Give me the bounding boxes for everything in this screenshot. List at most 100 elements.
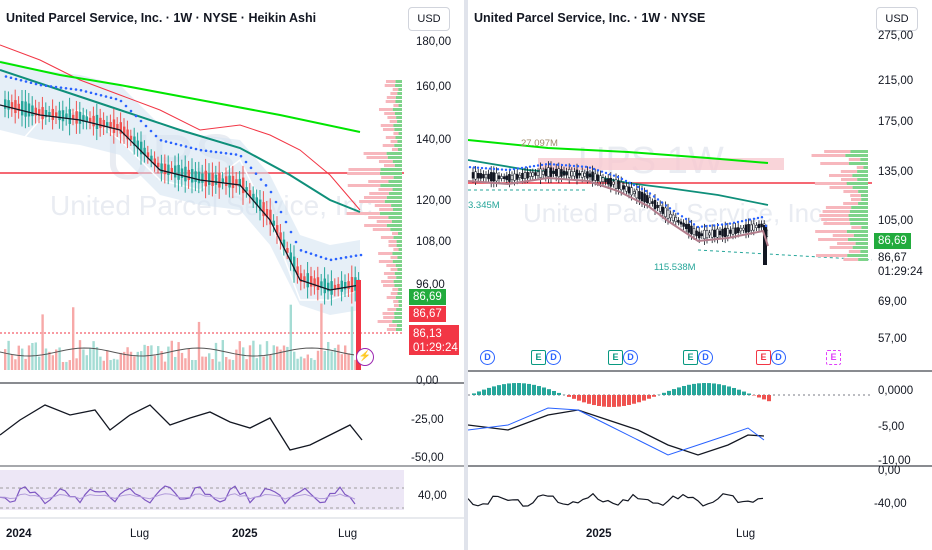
earnings-event-icon[interactable]: E <box>756 350 771 365</box>
volume-profile-bar <box>393 124 402 127</box>
price-ma-line <box>468 176 769 247</box>
heikin-ashi-candle <box>296 266 299 276</box>
volume-profile-bar <box>393 304 399 307</box>
volume-profile-bar <box>368 216 389 219</box>
histogram-bar <box>732 387 736 395</box>
volume-profile-bar <box>384 112 395 115</box>
dividend-event-icon[interactable]: D <box>546 350 561 365</box>
volume-bar <box>146 345 150 370</box>
trend-dot <box>736 220 740 224</box>
right-last-price: 86,67 <box>878 252 907 264</box>
candle <box>690 225 693 235</box>
upcoming-earnings-icon[interactable]: E <box>826 350 841 365</box>
trend-dot <box>728 222 732 225</box>
heikin-ashi-candle <box>123 126 126 136</box>
volume-bar <box>160 351 163 370</box>
volume-profile-bar <box>378 252 393 255</box>
candle <box>508 174 511 182</box>
candle <box>547 167 550 177</box>
heikin-ashi-candle <box>31 105 34 117</box>
price-ma-line <box>0 104 361 291</box>
volume-profile-bar <box>395 84 402 87</box>
volume-bar <box>313 359 316 370</box>
earnings-event-icon[interactable]: E <box>683 350 698 365</box>
trend-dot <box>564 164 568 167</box>
volume-bar <box>191 359 194 370</box>
volume-profile-bar <box>392 320 402 323</box>
heikin-ashi-candle <box>316 277 320 290</box>
heikin-ashi-candle <box>99 117 102 128</box>
earnings-event-icon[interactable]: E <box>608 350 623 365</box>
earnings-event-icon[interactable]: E <box>531 350 546 365</box>
trend-dot <box>249 166 253 170</box>
dividend-event-icon[interactable]: D <box>623 350 638 365</box>
volume-profile-bar <box>388 192 402 195</box>
dividend-event-icon[interactable]: D <box>771 350 786 365</box>
volume-profile-bar <box>822 210 850 213</box>
volume-profile-bar <box>848 162 868 165</box>
volume-bar <box>72 307 75 370</box>
right-osc2-tick: 0,00 <box>878 465 901 477</box>
trend-dot <box>620 177 624 181</box>
volume-profile-bar <box>386 328 396 331</box>
dividend-event-icon[interactable]: D <box>480 350 495 365</box>
trend-dot <box>69 87 73 91</box>
candle <box>622 185 626 190</box>
heikin-ashi-candle <box>34 107 37 116</box>
volume-profile-bar <box>820 162 849 165</box>
volume-profile-bar <box>390 228 402 231</box>
trend-dot <box>14 77 18 81</box>
heikin-ashi-candle <box>48 111 51 117</box>
candle <box>731 227 735 235</box>
candle <box>562 170 566 176</box>
trend-dot <box>114 97 118 101</box>
right-chart-panel[interactable]: UPS 1W United Parcel Service, Inc. Unite… <box>468 0 932 550</box>
candle <box>573 171 576 177</box>
trend-dot <box>214 150 218 154</box>
candle <box>695 230 698 237</box>
volume-bar <box>116 359 119 370</box>
trend-dot <box>79 88 83 92</box>
heikin-ashi-candle <box>204 170 207 187</box>
candle <box>744 224 748 233</box>
candle <box>697 231 701 239</box>
volume-profile-bar <box>392 208 402 211</box>
volume-profile-bar <box>394 272 402 275</box>
left-x-label: 2024 <box>6 528 32 540</box>
candle <box>599 175 602 183</box>
trend-dot <box>159 138 163 142</box>
trend-dot <box>204 149 208 153</box>
volume-profile-bar <box>384 84 396 87</box>
dividend-event-icon[interactable]: D <box>698 350 713 365</box>
heikin-ashi-candle <box>201 173 204 183</box>
candle <box>497 175 501 180</box>
volume-bar <box>119 352 122 370</box>
candle <box>544 168 548 177</box>
trend-dot <box>764 224 768 228</box>
histogram-bar <box>527 383 531 395</box>
left-chart-canvas[interactable] <box>0 0 464 550</box>
volume-profile-bar <box>818 238 849 241</box>
volume-profile-bar <box>397 256 402 259</box>
heikin-ashi-candle <box>286 248 289 253</box>
candle <box>515 173 519 180</box>
left-currency-button[interactable]: USD <box>408 7 450 31</box>
volume-profile-bar <box>390 92 398 95</box>
volume-profile-bar <box>398 304 402 307</box>
right-chart-canvas[interactable] <box>468 0 932 550</box>
heikin-ashi-candle <box>170 167 173 174</box>
volume-profile-bar <box>392 260 402 263</box>
right-currency-button[interactable]: USD <box>876 7 918 31</box>
trend-dot <box>640 187 644 191</box>
trend-dot <box>588 166 592 169</box>
volume-bar <box>24 358 27 370</box>
volume-profile-bar <box>369 192 389 195</box>
heikin-ashi-candle <box>133 136 136 146</box>
rsi-line <box>0 485 356 505</box>
lightning-icon[interactable]: ⚡ <box>356 348 374 366</box>
left-chart-panel[interactable]: UPS United Parcel Service, Inc. United P… <box>0 0 464 550</box>
volume-profile-bar <box>811 154 846 157</box>
panel-divider[interactable] <box>464 0 468 550</box>
volume-bar <box>262 356 265 370</box>
volume-bar <box>136 351 139 370</box>
